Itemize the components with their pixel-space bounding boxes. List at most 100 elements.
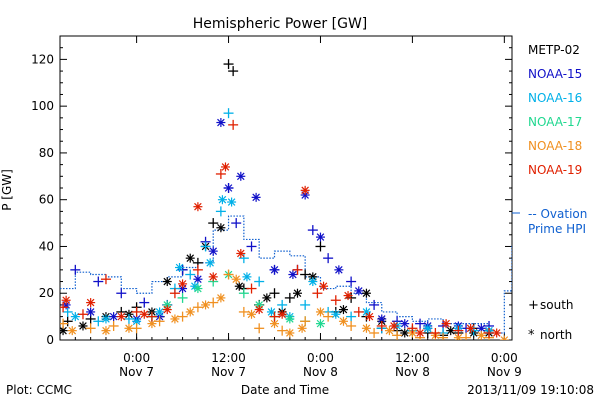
north-marker-d2 <box>316 308 325 316</box>
north-marker <box>60 326 68 336</box>
north-marker-d2 <box>263 294 271 302</box>
north-marker <box>300 185 310 195</box>
north-marker <box>155 307 165 317</box>
north-marker-d2 <box>252 193 260 202</box>
north-marker-d2 <box>289 270 297 279</box>
north-marker-d2 <box>270 319 279 328</box>
north-marker <box>216 118 226 128</box>
north-marker-d2 <box>301 186 309 195</box>
north-marker <box>365 312 375 322</box>
north-marker-d2 <box>237 172 245 181</box>
south-marker <box>93 316 104 327</box>
north-marker-d2 <box>217 223 225 232</box>
north-marker-d2 <box>102 315 110 323</box>
y-tick-label: 120 <box>31 52 54 66</box>
south-marker <box>369 327 380 338</box>
south-marker <box>215 206 226 217</box>
footer-plot-credit: Plot: CCMC <box>6 383 72 397</box>
south-marker <box>228 119 239 130</box>
north-marker <box>499 335 509 340</box>
x-axis-label: Date and Time <box>241 383 329 397</box>
north-marker <box>231 274 241 284</box>
south-marker <box>246 241 257 252</box>
legend-series-noaa-17: NOAA-17 <box>528 115 582 129</box>
north-marker-d2 <box>316 233 325 241</box>
north-marker-d2 <box>217 118 225 127</box>
north-marker <box>254 305 264 315</box>
north-marker <box>67 326 77 336</box>
north-marker <box>315 319 325 329</box>
north-marker <box>236 248 246 258</box>
south-marker <box>277 299 288 310</box>
north-marker <box>315 307 325 317</box>
north-marker <box>86 307 96 317</box>
north-marker <box>319 281 329 291</box>
legend-marker-symbol: + <box>528 298 539 313</box>
north-marker <box>338 305 348 315</box>
north-marker-d2 <box>62 296 70 305</box>
north-marker <box>216 293 226 303</box>
north-marker-d2 <box>201 301 210 309</box>
footer-timestamp: 2013/11/09 19:10:08 <box>467 383 594 397</box>
south-marker <box>453 325 464 336</box>
south-marker <box>415 318 426 329</box>
north-marker-d2 <box>71 312 80 321</box>
north-marker-d2 <box>194 202 202 211</box>
south-marker <box>269 264 280 275</box>
north-marker <box>220 162 230 172</box>
north-marker-d2 <box>178 280 187 288</box>
south-marker <box>407 323 418 334</box>
x-tick-label-time: 0:00 <box>307 351 334 365</box>
north-marker <box>201 300 211 310</box>
north-marker <box>109 312 119 322</box>
south-marker <box>228 66 239 77</box>
north-marker-d2 <box>163 305 172 314</box>
north-marker-d2 <box>344 291 352 300</box>
legend-series-noaa-19: NOAA-19 <box>528 163 582 177</box>
y-axis-label: P [GW] <box>0 169 14 211</box>
north-marker <box>361 307 371 317</box>
y-tick-label: 20 <box>39 286 54 300</box>
south-marker <box>208 297 219 308</box>
south-marker <box>223 183 234 193</box>
north-marker-d2 <box>255 305 263 314</box>
north-marker <box>338 316 348 326</box>
north-marker-d2 <box>221 163 230 171</box>
y-tick-label: 80 <box>39 146 54 160</box>
south-marker <box>77 309 88 320</box>
south-marker <box>131 323 142 334</box>
north-marker-d2 <box>423 324 432 333</box>
north-marker-d2 <box>102 326 110 335</box>
south-marker <box>346 311 357 322</box>
x-tick-label-time: 12:00 <box>395 351 430 365</box>
north-marker <box>384 326 394 336</box>
north-marker-d2 <box>416 329 424 337</box>
north-marker <box>315 232 325 242</box>
north-marker-d2 <box>362 289 371 298</box>
north-marker-d2 <box>400 329 409 337</box>
north-marker <box>466 323 476 333</box>
south-marker <box>292 264 303 275</box>
south-marker <box>60 302 69 313</box>
north-marker <box>308 277 318 287</box>
south-marker <box>238 306 249 317</box>
north-marker-d2 <box>140 310 149 319</box>
north-marker-d2 <box>217 294 225 302</box>
north-marker <box>251 192 261 202</box>
north-marker-d2 <box>175 263 184 272</box>
north-marker-d2 <box>309 277 317 286</box>
north-marker <box>162 305 172 315</box>
south-marker <box>139 297 150 308</box>
north-marker <box>193 202 203 212</box>
north-marker <box>331 309 341 319</box>
north-marker-d2 <box>477 324 486 333</box>
south-marker <box>123 313 134 324</box>
north-marker-d2 <box>132 317 141 326</box>
north-marker <box>101 314 111 324</box>
south-marker <box>223 108 234 119</box>
south-marker <box>246 283 257 294</box>
north-marker <box>170 314 180 324</box>
x-tick-label-date: Nov 7 <box>211 365 246 379</box>
north-marker <box>208 246 218 256</box>
